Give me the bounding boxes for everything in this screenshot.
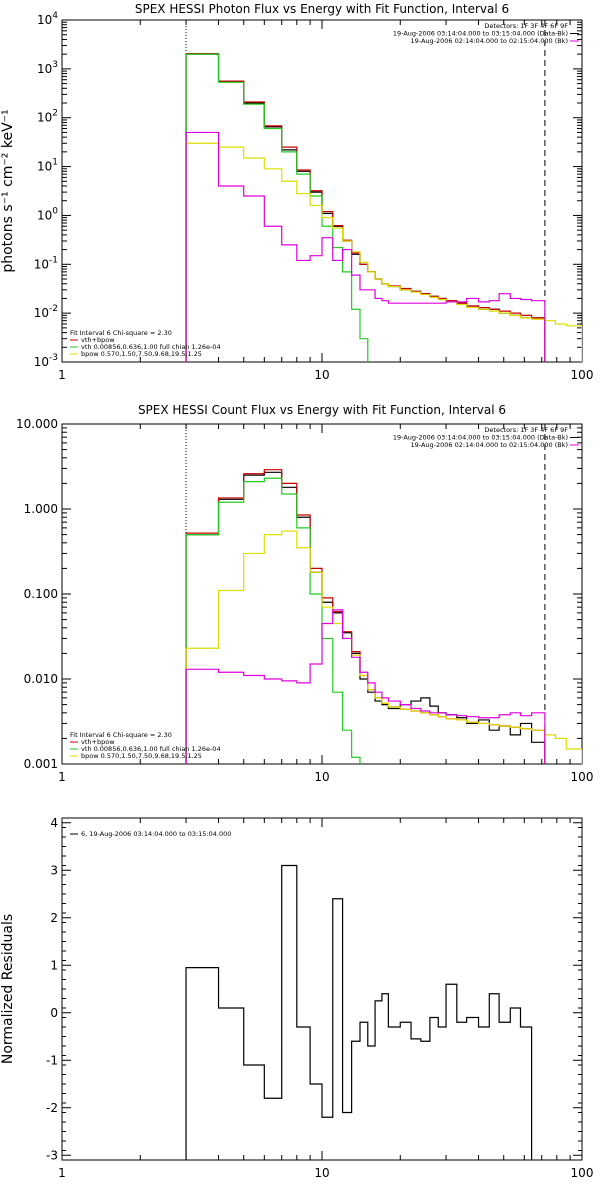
x-tick-label: 100 <box>571 770 594 784</box>
x-tick-label: 100 <box>571 368 594 382</box>
y-tick-label: -1 <box>46 1053 58 1067</box>
x-tick-label: 10 <box>314 368 329 382</box>
x-tick-label: 1 <box>58 368 66 382</box>
series-line-1 <box>185 469 546 764</box>
series-line-0 <box>185 864 533 1160</box>
legend-entry: bpow 0.570,1.50,7.50,9.68,19.5,1.25 <box>81 350 202 358</box>
series-line-0 <box>185 471 546 764</box>
header-note: 19-Aug-2006 02:14:04.000 to 02:15:04.000… <box>411 37 568 45</box>
series-line-2 <box>185 477 361 764</box>
chart-title: SPEX HESSI Photon Flux vs Energy with Fi… <box>135 2 509 16</box>
y-tick-label: 101 <box>37 158 58 174</box>
y-axis-label: Normalized Residuals <box>0 914 16 1064</box>
y-tick-label: 4 <box>50 816 58 830</box>
legend-entry: bpow 0.570,1.50,7.50,9.68,19.5,1.25 <box>81 752 202 760</box>
y-tick-label: 103 <box>37 60 58 76</box>
series-line-3 <box>185 142 582 362</box>
chart-title: SPEX HESSI Count Flux vs Energy with Fit… <box>138 403 506 417</box>
legend-entry: 6, 19-Aug-2006 03:14:04.000 to 03:15:04.… <box>81 830 231 838</box>
legend-title: Fit Interval 6 Chi-square = 2.30 <box>70 329 172 337</box>
header-note: Detectors: 1F 3F 4F 6F 9F <box>484 22 568 30</box>
y-tick-label: -2 <box>46 1101 58 1115</box>
y-tick-label: 0.100 <box>24 587 58 601</box>
y-tick-label: 10-3 <box>34 353 58 369</box>
y-tick-label: 0 <box>50 1006 58 1020</box>
header-note: Detectors: 1F 3F 4F 6F 9F <box>484 426 568 434</box>
legend-entry: vth 0.00856,0.636,1.00 full chian 1.26e-… <box>81 343 221 351</box>
residuals-panel: 1 10 100 -3 -2 -1 0 1 2 3 4 Normalized Residuals 6, … <box>0 816 593 1180</box>
header-note: 19-Aug-2006 03:14:04.000 to 03:15:04.000… <box>393 30 568 38</box>
legend-entry: vth+bpow <box>81 738 115 746</box>
series-line-0 <box>185 53 546 362</box>
y-tick-label: -3 <box>46 1148 58 1162</box>
y-tick-label: 10-2 <box>34 304 58 320</box>
series-line-4 <box>185 609 546 764</box>
series-line-3 <box>185 530 582 764</box>
x-tick-label: 10 <box>314 770 329 784</box>
legend-title: Fit Interval 6 Chi-square = 2.30 <box>70 731 172 739</box>
header-note: 19-Aug-2006 03:14:04.000 to 03:15:04.000… <box>393 434 568 442</box>
y-tick-label: 10-1 <box>34 255 58 271</box>
y-tick-label: 104 <box>37 11 58 27</box>
series-line-1 <box>185 53 546 362</box>
x-tick-label: 100 <box>571 1166 594 1180</box>
y-tick-label: 10.000 <box>16 417 58 431</box>
legend-entry: vth 0.00856,0.636,1.00 full chian 1.26e-… <box>81 745 221 753</box>
y-tick-label: 102 <box>37 109 58 125</box>
y-tick-label: 2 <box>50 911 58 925</box>
count-flux-panel: SPEX HESSI Count Flux vs Energy with Fit… <box>16 403 594 784</box>
header-note: 19-Aug-2006 02:14:04.000 to 02:15:04.000… <box>411 441 568 449</box>
series-line-4 <box>185 131 546 362</box>
series-line-2 <box>185 53 369 362</box>
y-tick-label: 3 <box>50 863 58 877</box>
y-tick-label: 1 <box>50 958 58 972</box>
x-tick-label: 1 <box>58 770 66 784</box>
y-tick-label: 0.010 <box>24 672 58 686</box>
y-tick-label: 0.001 <box>24 757 58 771</box>
photon-flux-panel: SPEX HESSI Photon Flux vs Energy with Fi… <box>0 2 593 382</box>
y-tick-label: 100 <box>37 206 58 222</box>
y-axis-label: photons s⁻¹ cm⁻² keV⁻¹ <box>0 109 16 272</box>
legend-entry: vth+bpow <box>81 336 115 344</box>
x-tick-label: 10 <box>314 1166 329 1180</box>
x-tick-label: 1 <box>58 1166 66 1180</box>
y-tick-label: 1.000 <box>24 502 58 516</box>
